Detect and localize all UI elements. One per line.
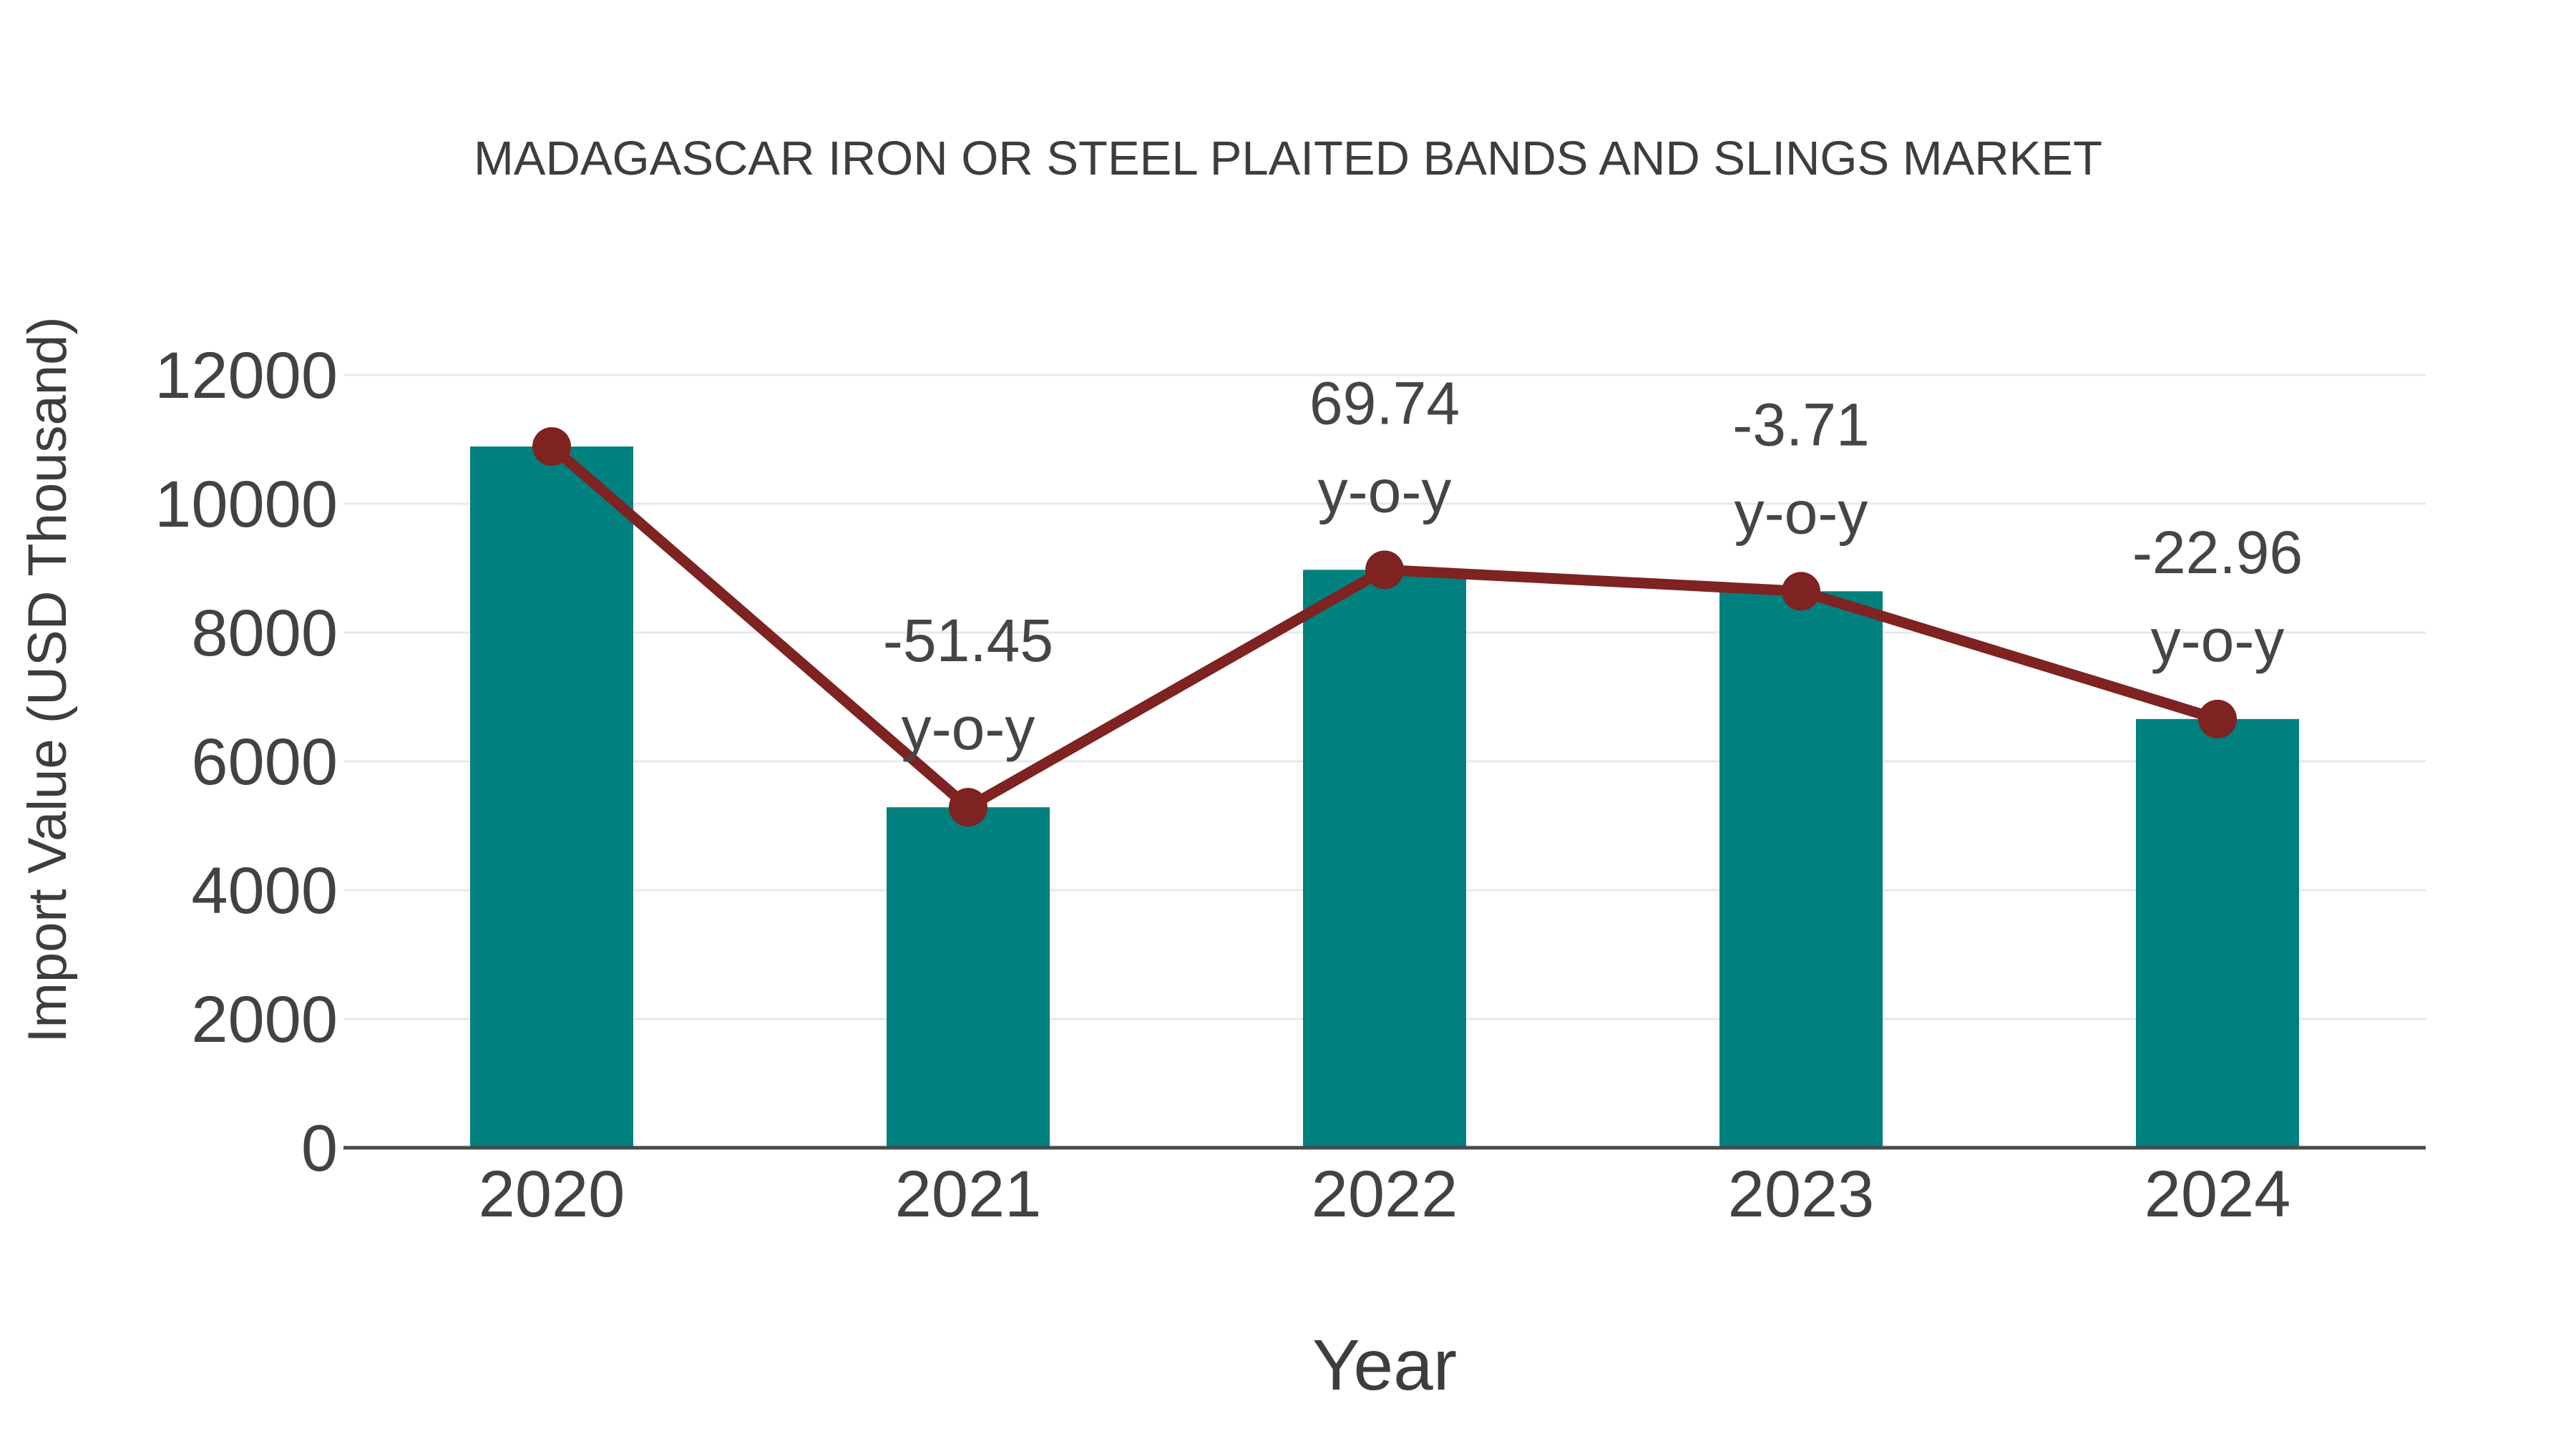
line-marker-2024 — [2198, 699, 2237, 738]
bar-2023 — [1719, 591, 1883, 1148]
line-marker-2021 — [949, 788, 987, 827]
y-tick-label-4000: 4000 — [191, 854, 338, 927]
x-tick-label-2021: 2021 — [895, 1158, 1042, 1231]
yoy-value-2023: -3.71 — [1732, 391, 1869, 458]
line-marker-2023 — [1782, 572, 1820, 611]
y-tick-label-10000: 10000 — [155, 468, 338, 541]
yoy-suffix-2023: y-o-y — [1735, 479, 1868, 546]
x-tick-label-2024: 2024 — [2145, 1158, 2291, 1231]
x-tick-label-2022: 2022 — [1312, 1158, 1458, 1231]
y-tick-label-6000: 6000 — [191, 726, 338, 799]
yoy-suffix-2024: y-o-y — [2151, 607, 2285, 674]
yoy-annotations: -51.45 y-o-y 69.74 y-o-y -3.71 y-o-y -22.96 y-o… — [883, 369, 2303, 762]
yoy-suffix-2021: y-o-y — [902, 695, 1035, 762]
line-series — [532, 426, 2237, 827]
yoy-value-2024: -22.96 — [2132, 519, 2303, 586]
yoy-value-2022: 69.74 — [1309, 369, 1460, 436]
yoy-suffix-2022: y-o-y — [1318, 457, 1452, 525]
line-marker-2022 — [1365, 550, 1404, 590]
chart-title: MADAGASCAR IRON OR STEEL PLAITED BANDS A… — [474, 132, 2102, 185]
bar-2024 — [2136, 718, 2299, 1148]
y-tick-label-0: 0 — [301, 1112, 338, 1185]
y-axis-title: Import Value (USD Thousand) — [17, 316, 78, 1043]
yoy-value-2021: -51.45 — [883, 607, 1053, 674]
bar-series — [470, 446, 2299, 1148]
y-tick-label-2000: 2000 — [191, 983, 338, 1056]
line-marker-2020 — [532, 426, 571, 466]
x-tick-label-2023: 2023 — [1728, 1158, 1875, 1231]
y-tick-label-8000: 8000 — [191, 597, 338, 670]
x-axis-title: Year — [1312, 1325, 1457, 1405]
x-axis-tick-labels: 2020 2021 2022 2023 2024 — [479, 1158, 2291, 1231]
y-axis-tick-labels: 0 2000 4000 6000 8000 10000 12000 — [155, 339, 338, 1185]
y-tick-label-12000: 12000 — [155, 339, 338, 412]
bar-2021 — [887, 807, 1050, 1148]
x-tick-label-2020: 2020 — [479, 1158, 625, 1231]
bar-2020 — [470, 446, 633, 1148]
bar-2022 — [1303, 570, 1466, 1148]
